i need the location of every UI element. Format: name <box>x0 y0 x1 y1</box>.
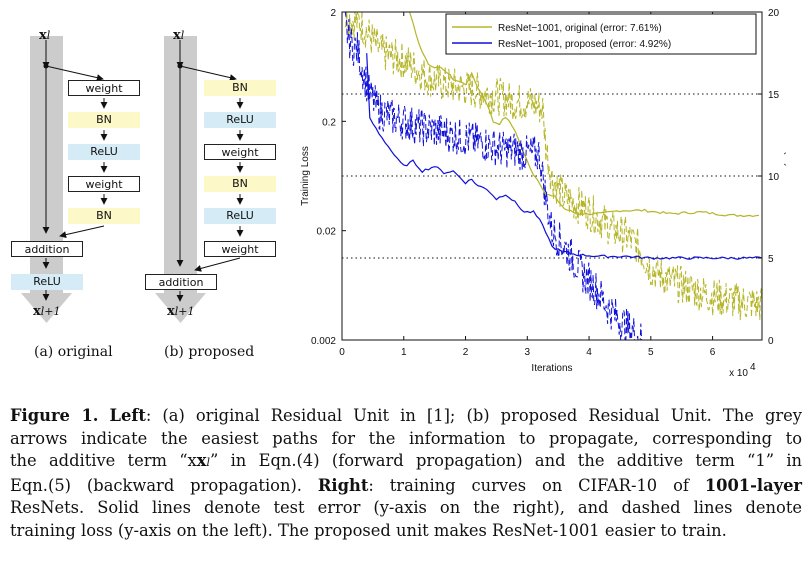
legend-box <box>445 13 757 55</box>
x-tick-label: 4 <box>586 347 592 358</box>
x-tick-label: 1 <box>401 347 407 358</box>
y-right-tick-label: 5 <box>768 254 774 265</box>
legend-entry: ResNet−1001, original (error: 7.61%) <box>498 23 662 34</box>
subcaption-original: (a) original <box>34 344 113 360</box>
y-left-axis-label: Training Loss <box>300 146 311 206</box>
x-axis-label: Iterations <box>531 363 572 374</box>
x-multiplier-label: x 10 <box>729 368 748 379</box>
x-tick-label: 6 <box>710 347 716 358</box>
input-label-proposed: xl <box>173 28 185 43</box>
caption-text: : (a) original Residual Unit in [1]; (b)… <box>145 406 802 425</box>
addition-node: addition <box>145 274 217 290</box>
caption-math-x: x <box>196 451 207 471</box>
y-right-tick-label: 20 <box>768 8 780 19</box>
x-tick-label: 5 <box>648 347 654 358</box>
caption-text: arrows indicate the easiest paths for th… <box>10 428 802 448</box>
training-curves-chart: 0 1 2 3 4 5 6 2 0.2 0.02 0.002 20 15 10 5 0 Iterations x … <box>300 8 786 379</box>
x-tick-label: 2 <box>463 347 469 358</box>
weight-layer: weight <box>68 80 140 96</box>
caption-text: training loss (y-axis on the left). The … <box>10 520 727 540</box>
batchnorm-layer: BN <box>204 80 276 96</box>
relu-layer: ReLU <box>68 144 140 160</box>
weight-layer: weight <box>204 241 276 257</box>
training-loss-line-proposed <box>344 12 643 340</box>
relu-layer: ReLU <box>204 112 276 128</box>
addition-node: addition <box>11 241 83 257</box>
caption-text: ” in Eqn.(4) (forward propagation) and t… <box>210 451 803 471</box>
figure-label: Figure 1. <box>10 406 99 425</box>
legend-entry: ResNet−1001, proposed (error: 4.92%) <box>498 39 671 50</box>
batchnorm-layer: BN <box>68 112 140 128</box>
x-tick-label: 3 <box>525 347 531 358</box>
relu-layer: ReLU <box>204 208 276 224</box>
weight-layer: weight <box>68 176 140 192</box>
caption-text: the additive term “x <box>10 451 197 471</box>
y-left-tick-label: 0.002 <box>311 336 336 347</box>
left-label: Left <box>109 406 146 425</box>
right-label: Right <box>317 475 369 495</box>
batchnorm-layer: BN <box>204 176 276 192</box>
y-right-tick-label: 15 <box>768 90 780 101</box>
relu-layer: ReLU <box>11 274 83 290</box>
y-right-tick-label: 0 <box>768 336 774 347</box>
batchnorm-layer: BN <box>68 208 140 224</box>
caption-text: ResNets. Solid lines denote test error (… <box>10 498 802 518</box>
input-label-original: xl <box>39 28 51 43</box>
training-loss-line-original <box>344 12 762 321</box>
x-tick-label: 0 <box>339 347 345 358</box>
caption-emphasis: 1001-layer <box>704 475 803 495</box>
caption-text: Eqn.(5) (backward propagation). <box>10 475 318 495</box>
output-label-original: xl+1 <box>33 304 61 319</box>
y-left-tick-label: 0.02 <box>317 227 337 238</box>
y-right-tick-label: 10 <box>768 172 780 183</box>
subcaption-proposed: (b) proposed <box>164 344 255 360</box>
y-right-axis-label: Test Error (%) <box>783 105 786 167</box>
x-multiplier-exponent: 4 <box>750 362 756 373</box>
figure-caption: Figure 1. Left: (a) original Residual Un… <box>10 405 802 543</box>
caption-math-sub: l <box>206 456 210 470</box>
caption-text: : training curves on CIFAR-10 of <box>368 475 705 495</box>
y-left-tick-label: 0.2 <box>322 117 336 128</box>
y-left-tick-label: 2 <box>330 8 336 19</box>
figure: xl xl weight BN ReLU weight BN addition … <box>11 8 786 379</box>
test-error-line-original <box>409 12 759 218</box>
weight-layer: weight <box>204 144 276 160</box>
output-label-proposed: xl+1 <box>167 304 195 319</box>
test-error-line-proposed <box>366 53 762 260</box>
